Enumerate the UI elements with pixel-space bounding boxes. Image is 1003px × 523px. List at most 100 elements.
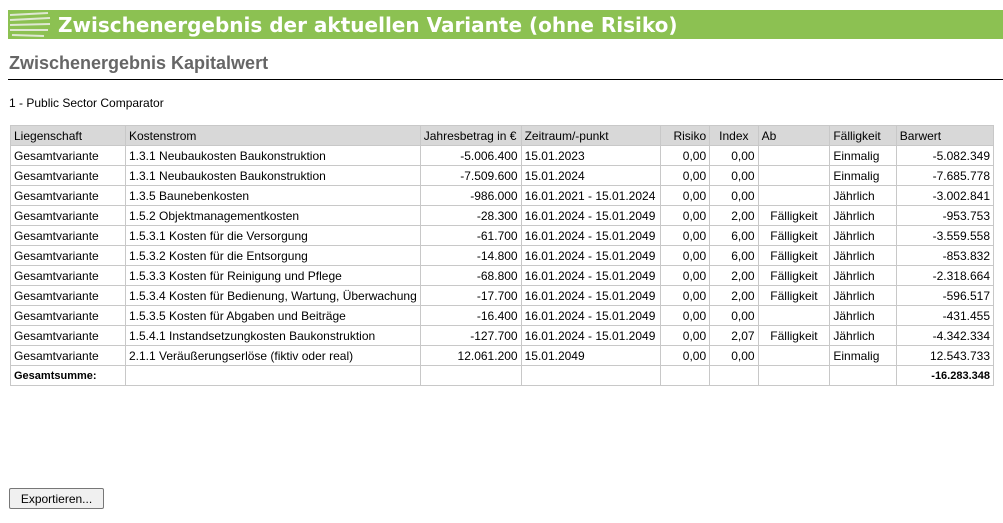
total-row: Gesamtsumme: -16.283.348 <box>10 365 995 386</box>
table-row: Gesamtvariante 1.5.3.3 Kosten für Reinigu… <box>10 265 995 286</box>
section-title: Zwischenergebnis Kapitalwert <box>9 53 269 73</box>
table-cell <box>757 305 831 326</box>
column-header: Jahresbetrag in € <box>419 125 522 146</box>
table-cell: Fälligkeit <box>757 265 831 286</box>
table-cell <box>757 145 831 166</box>
table-cell: 16.01.2024 - 15.01.2049 <box>520 245 662 266</box>
subtitle: 1 - Public Sector Comparator <box>9 96 164 110</box>
table-cell: Gesamtvariante <box>10 325 126 346</box>
table-cell <box>757 345 831 366</box>
table-cell <box>125 365 421 386</box>
table-cell: -4.342.334 <box>895 325 995 346</box>
table-row: Gesamtvariante 1.5.2 Objektmanagementkost… <box>10 205 995 226</box>
table-cell: 12.543.733 <box>895 345 995 366</box>
table-cell <box>757 365 831 386</box>
table-cell: Gesamtvariante <box>10 245 126 266</box>
table-cell: Jährlich <box>829 205 897 226</box>
table-cell: Gesamtvariante <box>10 165 126 186</box>
table-cell: 15.01.2024 <box>520 165 662 186</box>
table-cell: -853.832 <box>895 245 995 266</box>
header-row: Liegenschaft Kostenstrom Jahresbetrag in €… <box>10 125 995 146</box>
divider <box>8 79 1003 80</box>
table-cell: Fälligkeit <box>757 225 831 246</box>
table-cell: 0,00 <box>660 265 711 286</box>
table-cell: Jährlich <box>829 185 897 206</box>
table-cell: 2,00 <box>709 265 759 286</box>
table-head: Liegenschaft Kostenstrom Jahresbetrag in €… <box>10 125 995 146</box>
table-cell: Jährlich <box>829 265 897 286</box>
column-header: Ab <box>757 125 831 146</box>
table-cell: 16.01.2024 - 15.01.2049 <box>520 205 662 226</box>
table-body: Gesamtvariante 1.3.1 Neubaukosten Baukons… <box>10 145 995 386</box>
table-cell: 1.5.2 Objektmanagementkosten <box>125 205 421 226</box>
table-cell: 0,00 <box>660 325 711 346</box>
column-header: Risiko <box>660 125 711 146</box>
table-cell: -596.517 <box>895 285 995 306</box>
table-cell: 16.01.2024 - 15.01.2049 <box>520 225 662 246</box>
table-cell: -7.509.600 <box>419 165 522 186</box>
table-cell: 12.061.200 <box>419 345 522 366</box>
column-header: Index <box>709 125 759 146</box>
table-row: Gesamtvariante 1.5.3.5 Kosten für Abgaben… <box>10 305 995 326</box>
table-cell <box>520 365 662 386</box>
column-header: Liegenschaft <box>10 125 126 146</box>
table-cell: -127.700 <box>419 325 522 346</box>
table-cell: Gesamtvariante <box>10 225 126 246</box>
table-cell: 16.01.2024 - 15.01.2049 <box>520 285 662 306</box>
table-cell: Einmalig <box>829 165 897 186</box>
table-cell: 0,00 <box>660 165 711 186</box>
table-cell: Jährlich <box>829 225 897 246</box>
table-cell: Jährlich <box>829 305 897 326</box>
table-cell: -28.300 <box>419 205 522 226</box>
table-cell: -431.455 <box>895 305 995 326</box>
table-cell: Gesamtsumme: <box>10 365 126 386</box>
table-cell: 1.3.5 Baunebenkosten <box>125 185 421 206</box>
table-cell: Jährlich <box>829 325 897 346</box>
table-cell: 0,00 <box>660 205 711 226</box>
table-cell <box>709 365 759 386</box>
table-cell: Gesamtvariante <box>10 205 126 226</box>
table-cell: -17.700 <box>419 285 522 306</box>
table-cell: -16.400 <box>419 305 522 326</box>
table-cell <box>419 365 522 386</box>
table-cell <box>660 365 711 386</box>
table-row: Gesamtvariante 1.5.3.1 Kosten für die Ver… <box>10 225 995 246</box>
table-cell: -14.800 <box>419 245 522 266</box>
table-cell: 2,00 <box>709 285 759 306</box>
header-title: Zwischenergebnis der aktuellen Variante … <box>58 13 678 37</box>
table-cell: 1.3.1 Neubaukosten Baukonstruktion <box>125 145 421 166</box>
table-cell: Jährlich <box>829 285 897 306</box>
table-row: Gesamtvariante 1.5.3.2 Kosten für die Ent… <box>10 245 995 266</box>
table-cell: -3.559.558 <box>895 225 995 246</box>
table-cell: 1.5.3.3 Kosten für Reinigung und Pflege <box>125 265 421 286</box>
table-cell <box>757 185 831 206</box>
table-cell: Gesamtvariante <box>10 265 126 286</box>
table-cell: 6,00 <box>709 245 759 266</box>
table-cell: 1.5.3.4 Kosten für Bedienung, Wartung, Ü… <box>125 285 421 306</box>
table-cell: 1.3.1 Neubaukosten Baukonstruktion <box>125 165 421 186</box>
table-cell: 16.01.2024 - 15.01.2049 <box>520 325 662 346</box>
table-cell: Einmalig <box>829 145 897 166</box>
table-cell: 16.01.2021 - 15.01.2024 <box>520 185 662 206</box>
table-cell: Fälligkeit <box>757 325 831 346</box>
table-cell: 0,00 <box>660 305 711 326</box>
table-cell: -3.002.841 <box>895 185 995 206</box>
table-row: Gesamtvariante 1.5.4.1 Instandsetzungkost… <box>10 325 995 346</box>
table-cell: 16.01.2024 - 15.01.2049 <box>520 305 662 326</box>
table-cell: 0,00 <box>660 285 711 306</box>
table-row: Gesamtvariante 2.1.1 Veräußerungserlöse (… <box>10 345 995 366</box>
table-row: Gesamtvariante 1.3.1 Neubaukosten Baukons… <box>10 165 995 186</box>
table-cell: -986.000 <box>419 185 522 206</box>
table-cell: Einmalig <box>829 345 897 366</box>
table-cell: -61.700 <box>419 225 522 246</box>
export-button[interactable]: Exportieren... <box>9 488 104 509</box>
table-cell: 0,00 <box>709 165 759 186</box>
table-cell: 1.5.4.1 Instandsetzungkosten Baukonstruk… <box>125 325 421 346</box>
table-cell: 0,00 <box>660 345 711 366</box>
table-cell: Gesamtvariante <box>10 185 126 206</box>
table-cell: -16.283.348 <box>895 365 995 386</box>
table-cell: 0,00 <box>660 225 711 246</box>
table-cell: Fälligkeit <box>757 205 831 226</box>
table-row: Gesamtvariante 1.3.5 Baunebenkosten -986.0… <box>10 185 995 206</box>
header-bar: Zwischenergebnis der aktuellen Variante … <box>8 10 1003 39</box>
